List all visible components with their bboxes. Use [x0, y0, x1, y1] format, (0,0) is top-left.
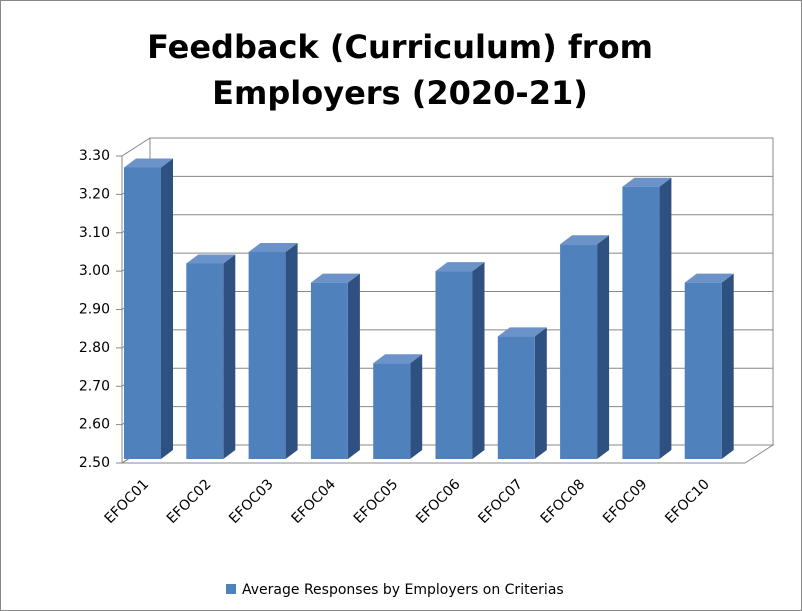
bar-top: [373, 354, 423, 364]
legend-label: Average Responses by Employers on Criter…: [242, 582, 564, 598]
chart-title: Feedback (Curriculum) from Employers (20…: [147, 28, 653, 112]
bar-front: [684, 282, 722, 459]
x-tick-label: EFOC03: [226, 476, 277, 527]
legend-swatch: [226, 584, 236, 594]
x-tick-label: EFOC10: [662, 476, 713, 527]
bar-front: [373, 363, 411, 459]
bar-front: [435, 271, 473, 459]
bar-side: [597, 235, 610, 459]
x-tick-label: EFOC02: [164, 476, 215, 527]
bar: [497, 327, 547, 459]
bar: [186, 254, 236, 459]
bar-front: [186, 263, 224, 459]
y-tick-label: 2.80: [79, 340, 110, 356]
x-tick-label: EFOC04: [288, 476, 339, 527]
bar-top: [497, 327, 547, 337]
x-tick-label: EFOC07: [475, 476, 526, 527]
x-tick-label: EFOC05: [351, 476, 402, 527]
bar-side: [721, 273, 734, 459]
y-tick-label: 3.20: [79, 186, 110, 202]
bar: [560, 235, 610, 459]
bar-side: [161, 158, 173, 459]
bar-front: [560, 244, 598, 459]
bar: [435, 262, 485, 459]
x-tick-label: EFOC08: [538, 476, 589, 527]
y-tick-label: 3.10: [79, 225, 110, 241]
bar-top: [124, 158, 173, 168]
bar-front: [310, 282, 348, 459]
bar: [684, 273, 734, 459]
bar: [622, 177, 672, 459]
y-tick-label: 2.70: [79, 378, 110, 394]
y-tick-label: 2.50: [79, 455, 110, 471]
bar: [310, 273, 360, 459]
bar-top: [684, 273, 734, 283]
bar: [248, 242, 298, 459]
bar: [373, 354, 423, 459]
bar-side: [659, 177, 672, 459]
bar-side: [347, 273, 360, 459]
y-tick-label: 2.60: [79, 417, 110, 433]
bar-top: [186, 254, 236, 264]
x-tick-label: EFOC06: [413, 476, 464, 527]
bar-top: [560, 235, 610, 245]
y-tick-label: 2.90: [79, 302, 110, 318]
bar-top: [310, 273, 360, 283]
bar-front: [622, 186, 660, 459]
x-tick-label: EFOC01: [102, 476, 153, 527]
bar-side: [223, 254, 236, 459]
bar-front: [248, 251, 286, 459]
bar-top: [248, 242, 298, 252]
x-tick-label: EFOC09: [600, 476, 651, 527]
y-tick-label: 3.30: [79, 148, 110, 164]
bar-front: [124, 167, 161, 459]
bar-front: [497, 336, 535, 459]
bar: [124, 158, 173, 459]
bar-top: [622, 177, 672, 187]
grid-line: [121, 137, 773, 157]
bar-top: [435, 262, 485, 272]
y-tick-label: 3.00: [79, 263, 110, 279]
bar-side: [285, 242, 298, 459]
bar-side: [534, 327, 547, 459]
bar-side: [410, 354, 423, 459]
bar-side: [472, 262, 485, 459]
